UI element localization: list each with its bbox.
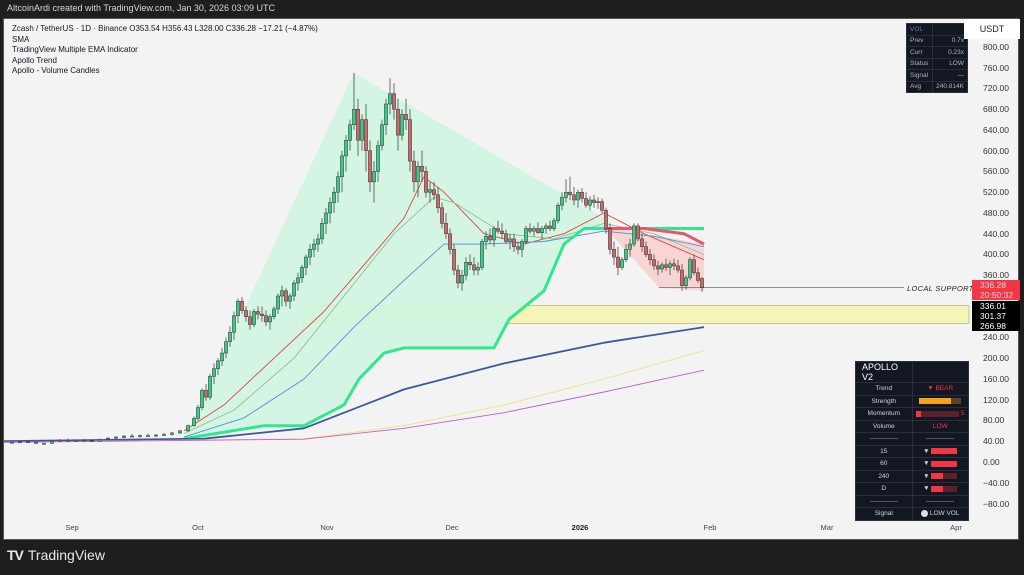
divider [869,500,898,502]
top-bar: AltcoinArdi created with TradingView.com… [0,0,1024,18]
divider [926,438,955,440]
price-tick: −40.00 [983,477,1010,488]
vol-prev-label: Prev [906,34,933,47]
apollo-volume-label: Volume [855,419,913,433]
price-tick: 640.00 [983,124,1009,135]
price-tick: 160.00 [983,373,1009,384]
vol-status-label: Status [906,57,933,70]
vol-curr-value: 0.23x [931,46,969,59]
last-price-tag: 336.28 20:50:32 [972,280,1020,300]
level-tag-zone-bottom: 266.98 [972,321,1020,331]
vol-prev-value: 0.7x [931,34,969,47]
local-support-label: LOCAL SUPPORT [907,284,974,293]
time-tick: Sep [65,523,79,532]
apollo-tf-15-meter: ▼ [911,444,969,458]
apollo-momentum-label: Momentum [855,407,913,421]
apollo-strength-meter [911,394,969,408]
apollo-volume-value: LOW [911,419,969,433]
price-tick: 600.00 [983,145,1009,156]
price-chart-canvas[interactable] [4,19,1020,515]
price-tick: 240.00 [983,332,1009,343]
vol-avg-label: Avg [906,80,933,93]
price-tick: 720.00 [983,83,1009,94]
apollo-tf-240: 240 [855,469,913,483]
apollo-trend-value: ▼ BEAR [911,382,969,396]
level-tag-zone-top: 301.37 [972,311,1020,321]
apollo-tf-240-meter: ▼ [911,469,969,483]
currency-unit-button[interactable]: USDT [964,19,1020,39]
vol-header: VOL [906,23,933,36]
price-tick: 760.00 [983,62,1009,73]
signal-dot-icon [921,510,929,518]
symbol-line[interactable]: Zcash / TetherUS · 1D · Binance O353.54 … [12,24,318,33]
time-tick: Oct [192,523,204,532]
apollo-v2-panel: APOLLO V2 Trend ▼ BEAR Strength Momentum … [855,361,969,521]
apollo-tf-60: 60 [855,457,913,471]
time-tick: Feb [703,523,717,532]
bar-countdown: 20:50:32 [980,290,1014,300]
apollo-momentum-value: 5 [960,410,965,418]
last-price-value: 336.28 [980,280,1006,290]
chart-frame[interactable]: Zcash / TetherUS · 1D · Binance O353.54 … [3,18,1020,541]
price-tick: 80.00 [983,415,1005,426]
price-tick: 560.00 [983,166,1009,177]
time-tick: 2026 [571,523,589,532]
time-axis[interactable]: Sep Oct Nov Dec 2026 Feb Mar Apr [4,517,1020,541]
vol-status-value: LOW [931,57,969,70]
indicator-sma[interactable]: SMA [12,34,30,44]
brand-name: TradingView [27,547,105,563]
apollo-tf-15: 15 [855,444,913,458]
time-tick: Apr [950,523,962,532]
vol-avg-value: 240.814K [931,80,969,93]
indicator-volume-candles[interactable]: Apollo - Volume Candles [12,66,100,75]
price-tick: 400.00 [983,249,1009,260]
apollo-title: APOLLO V2 [855,361,913,383]
price-tick: 0.00 [983,457,1000,467]
price-tick: 440.00 [983,228,1009,239]
volume-table: VOL Prev 0.7x Curr 0.23x Status LOW Signal —… [906,23,969,93]
apollo-strength-label: Strength [855,394,913,408]
time-tick: Nov [320,523,334,532]
apollo-signal-value-cell: LOW VOL [911,507,969,521]
credit-text: AltcoinArdi created with TradingView.com… [7,3,275,13]
apollo-tf-d: D [855,482,913,496]
apollo-signal-value: LOW VOL [929,510,960,518]
divider [869,438,898,440]
apollo-signal-label: Signal [855,507,913,521]
vol-curr-label: Curr [906,46,933,59]
price-tick: 200.00 [983,353,1009,364]
time-tick: Mar [820,523,834,532]
price-tick: −80.00 [983,498,1010,509]
price-tick: 40.00 [983,436,1005,447]
apollo-trend-label: Trend [855,382,913,396]
apollo-momentum-meter: 5 [911,407,969,421]
vol-signal-value: — [931,69,969,82]
vol-signal-label: Signal [906,69,933,82]
time-tick: Dec [445,523,459,532]
indicator-ema[interactable]: TradingView Multiple EMA Indicator [12,45,138,54]
apollo-tf-d-meter: ▼ [911,482,969,496]
price-tick: 480.00 [983,207,1009,218]
divider [926,500,955,502]
price-tick: 800.00 [983,41,1009,52]
tradingview-logo-icon: TV [7,547,24,563]
apollo-tf-60-meter: ▼ [911,457,969,471]
price-tick: 360.00 [983,270,1009,281]
indicator-apollo-trend[interactable]: Apollo Trend [12,55,57,65]
tradingview-brand[interactable]: TV TradingView [7,547,105,563]
price-tick: 520.00 [983,187,1009,198]
price-tick: 680.00 [983,104,1009,115]
price-tick: 120.00 [983,394,1009,405]
chart-legend: Zcash / TetherUS · 1D · Binance O353.54 … [12,24,318,77]
level-tag-local-support: 336.01 [972,301,1020,311]
price-axis[interactable]: 800.00 760.00 720.00 680.00 640.00 600.00 560.… [967,19,1020,515]
